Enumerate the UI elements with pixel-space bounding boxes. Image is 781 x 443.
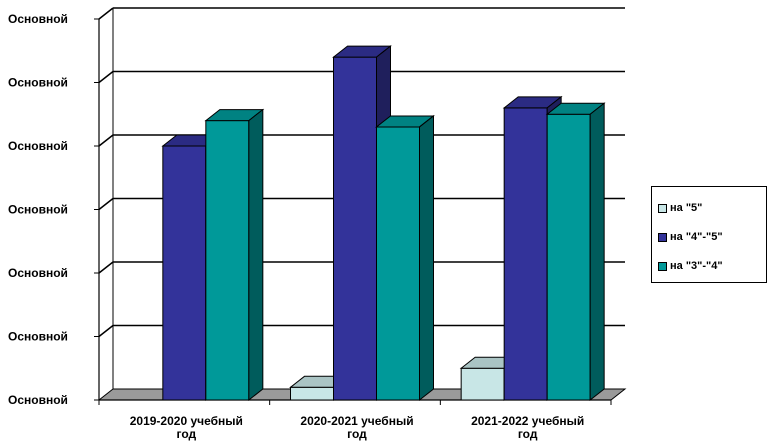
legend: на "5" на "4"-"5" на "3"-"4" bbox=[651, 186, 767, 283]
gridline-side bbox=[98, 197, 114, 211]
bar-front bbox=[546, 113, 591, 401]
y-axis-ticks: Основной Основной Основной Основной Основной… bbox=[8, 12, 99, 407]
y-tick-label: Основной bbox=[8, 393, 68, 407]
gridline-side bbox=[98, 7, 114, 20]
legend-item-5: на "5" bbox=[658, 202, 702, 214]
legend-item-3-4: на "3"-"4" bbox=[658, 260, 723, 272]
y-tick-label: Основной bbox=[8, 266, 68, 280]
gridline-side bbox=[98, 70, 114, 84]
bar-front bbox=[503, 107, 548, 401]
bar-front bbox=[460, 367, 505, 401]
x-category-label: 2021-2022 учебный год bbox=[471, 414, 584, 441]
legend-swatch bbox=[658, 232, 667, 242]
y-tick-label: Основной bbox=[8, 12, 68, 26]
bar-front bbox=[376, 126, 420, 401]
x-category-label: 2019-2020 учебный год bbox=[130, 414, 243, 441]
bar-front bbox=[205, 120, 250, 401]
gridline-side bbox=[98, 134, 114, 147]
y-tick-label: Основной bbox=[8, 76, 68, 90]
bar-front bbox=[333, 56, 377, 401]
bar bbox=[545, 102, 606, 402]
bar-side bbox=[248, 108, 264, 402]
bar bbox=[204, 108, 265, 402]
x-category-label: 2020-2021 учебный год bbox=[300, 414, 413, 441]
legend-swatch bbox=[658, 261, 667, 271]
bar-front bbox=[290, 386, 334, 401]
gridline-side bbox=[98, 261, 114, 274]
bars bbox=[161, 45, 606, 402]
y-tick-label: Основной bbox=[8, 139, 68, 153]
legend-swatch bbox=[658, 203, 667, 213]
bar bbox=[375, 114, 435, 402]
legend-label: на "5" bbox=[670, 202, 703, 214]
legend-label: на "4"-"5" bbox=[670, 231, 723, 243]
x-axis-labels: 2019-2020 учебный год 2020-2021 учебный год… bbox=[130, 414, 585, 441]
bar-side bbox=[589, 102, 605, 402]
gridline-side bbox=[98, 324, 114, 338]
legend-label: на "3"-"4" bbox=[670, 260, 723, 272]
bar-side bbox=[419, 114, 434, 402]
y-tick-label: Основной bbox=[8, 203, 68, 217]
y-tick-label: Основной bbox=[8, 330, 68, 344]
legend-item-4-5: на "4"-"5" bbox=[658, 231, 723, 243]
bar-front bbox=[162, 145, 207, 401]
